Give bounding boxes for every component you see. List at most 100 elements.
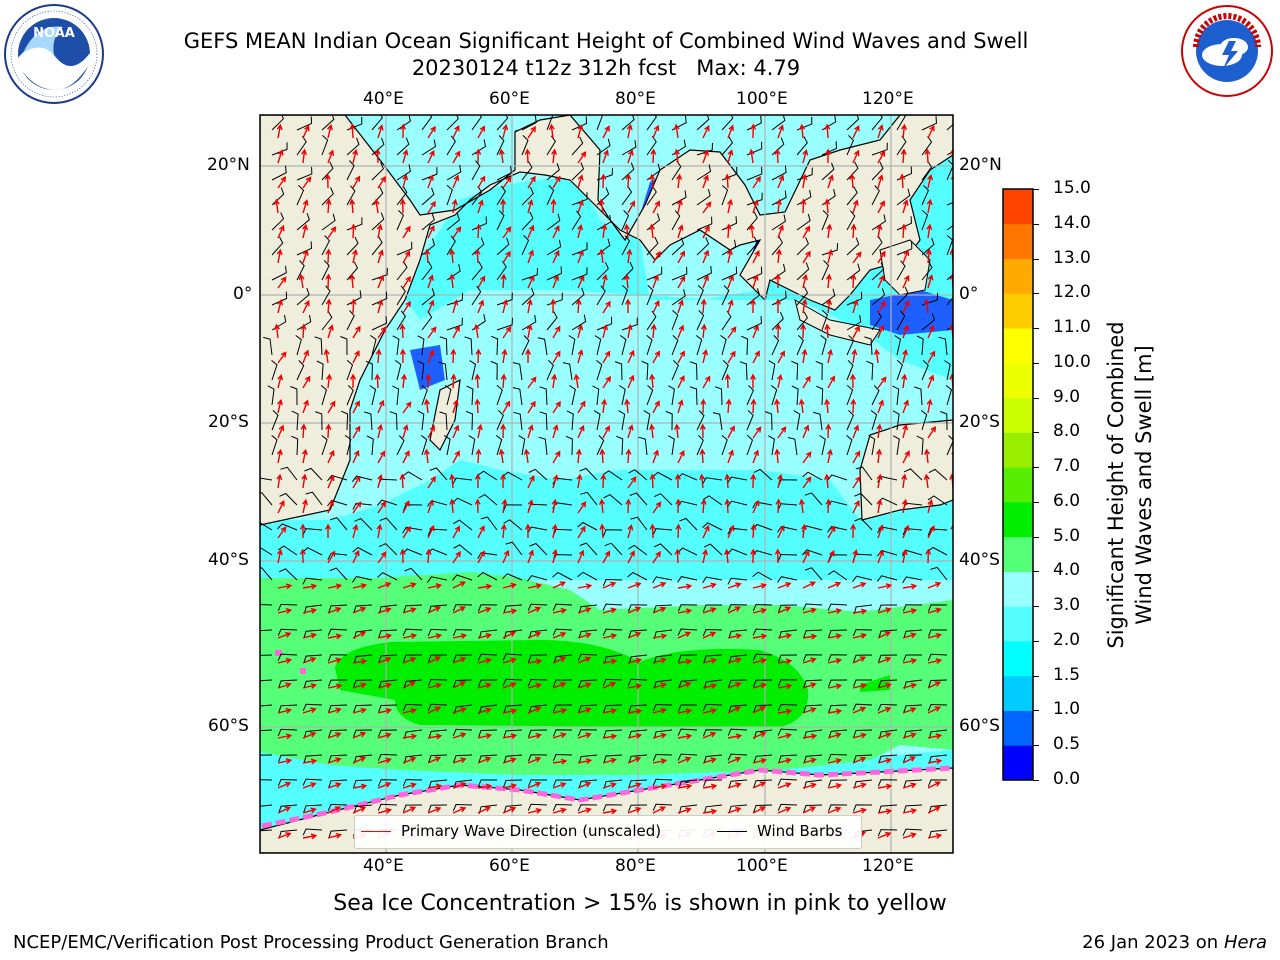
wave-direction-arrow [774, 398, 781, 414]
wind-barb [539, 386, 548, 406]
wind-barb [903, 754, 923, 763]
wave-direction-arrow [777, 732, 793, 739]
wind-barb [296, 166, 313, 181]
wave-direction-arrow [552, 175, 561, 189]
wind-barb [452, 574, 473, 581]
wind-barb [496, 410, 504, 431]
wind-barb [914, 386, 923, 406]
wind-barb [916, 435, 924, 456]
wave-direction-arrow [500, 373, 507, 389]
wave-direction-arrow [327, 732, 342, 739]
wave-direction-arrow [324, 173, 331, 189]
wind-barb [539, 411, 548, 431]
wind-barb [328, 604, 348, 613]
wave-direction-arrow [327, 607, 342, 614]
wind-barb [846, 385, 854, 406]
wave-direction-arrow [452, 450, 460, 464]
wave-direction-arrow [527, 682, 542, 689]
wave-direction-arrow [377, 299, 384, 314]
wave-direction-arrow [327, 499, 334, 514]
wind-barb [396, 435, 405, 456]
wave-direction-arrow [902, 249, 910, 264]
wave-direction-arrow [598, 248, 605, 264]
colorbar-tick-label: 7.0 [1053, 456, 1081, 477]
wave-direction-arrow [302, 223, 308, 239]
wind-barb [452, 728, 473, 737]
wave-direction-arrow [702, 808, 718, 815]
wind-barb [653, 679, 673, 689]
wind-barb [439, 336, 448, 356]
wind-barb [892, 435, 900, 456]
wave-direction-arrow [276, 248, 283, 264]
wave-direction-arrow [376, 223, 383, 239]
wind-barb [896, 359, 903, 381]
wave-direction-arrow [852, 299, 859, 314]
wind-barb [379, 543, 398, 556]
wave-direction-arrow [827, 683, 843, 690]
wave-direction-arrow [827, 525, 836, 539]
wave-direction-arrow [502, 549, 510, 564]
wind-barb [571, 287, 585, 306]
wind-barb [703, 779, 723, 787]
wind-barb [518, 435, 526, 456]
wind-barb [329, 517, 348, 531]
wave-direction-arrow [327, 400, 336, 414]
colorbar-label-line2: Wind Waves and Swell [m] [1132, 345, 1156, 625]
wave-direction-arrow [827, 348, 833, 364]
wave-direction-arrow [527, 249, 534, 264]
wind-barb [853, 729, 873, 738]
wave-direction-arrow [602, 149, 609, 164]
wind-barb [277, 603, 298, 612]
wave-direction-arrow [777, 124, 784, 139]
wave-direction-arrow [273, 198, 280, 214]
wave-direction-arrow [327, 474, 335, 489]
wind-barb [614, 361, 623, 381]
wave-direction-arrow [852, 548, 859, 564]
lon-tick-bottom: 40°E [363, 856, 404, 876]
wave-direction-arrow [475, 348, 482, 364]
wind-barb [502, 653, 523, 661]
wave-direction-arrow [902, 423, 909, 439]
wave-direction-arrow [427, 475, 436, 489]
wind-barb [703, 543, 723, 556]
wind-barb [728, 654, 748, 664]
wave-direction-arrow [277, 707, 293, 714]
wind-barb [871, 115, 883, 131]
wave-direction-arrow [276, 473, 283, 489]
wind-barb [316, 360, 324, 381]
wind-barb [703, 754, 723, 764]
lat-tick-right: 60°S [959, 716, 1000, 736]
wave-direction-arrow [877, 682, 892, 689]
colorbar-segment [1003, 710, 1033, 746]
wind-barb [902, 576, 923, 584]
wind-barb [894, 335, 902, 356]
colorbar-tick-mark [1033, 501, 1039, 503]
wave-direction-arrow [649, 523, 656, 539]
wave-direction-arrow [502, 298, 509, 314]
wave-direction-arrow [798, 398, 805, 414]
wave-direction-arrow [827, 657, 843, 664]
sea-ice-caption: Sea Ice Concentration > 15% is shown in … [333, 891, 947, 916]
wind-barb [902, 604, 923, 612]
wind-barb [546, 311, 558, 331]
wind-barb [853, 604, 873, 614]
wave-direction-arrow [577, 656, 592, 664]
lon-tick-top: 80°E [615, 89, 656, 109]
wave-direction-arrow [327, 707, 342, 714]
lat-tick-right: 20°N [959, 155, 1002, 175]
wind-barb [921, 237, 935, 256]
wind-barb [353, 754, 373, 764]
wave-direction-arrow [675, 523, 682, 539]
wind-barb [746, 266, 763, 281]
wave-direction-arrow [400, 123, 407, 139]
wind-barb [377, 803, 398, 811]
wind-barb [392, 335, 400, 356]
wind-barb [815, 360, 823, 381]
wind-barb [878, 729, 898, 739]
wave-direction-arrow [777, 426, 787, 439]
wave-direction-arrow [552, 782, 567, 789]
wave-direction-arrow [677, 250, 685, 264]
wave-direction-arrow [352, 658, 368, 665]
wave-direction-arrow [277, 149, 284, 164]
wave-direction-arrow [502, 608, 518, 615]
